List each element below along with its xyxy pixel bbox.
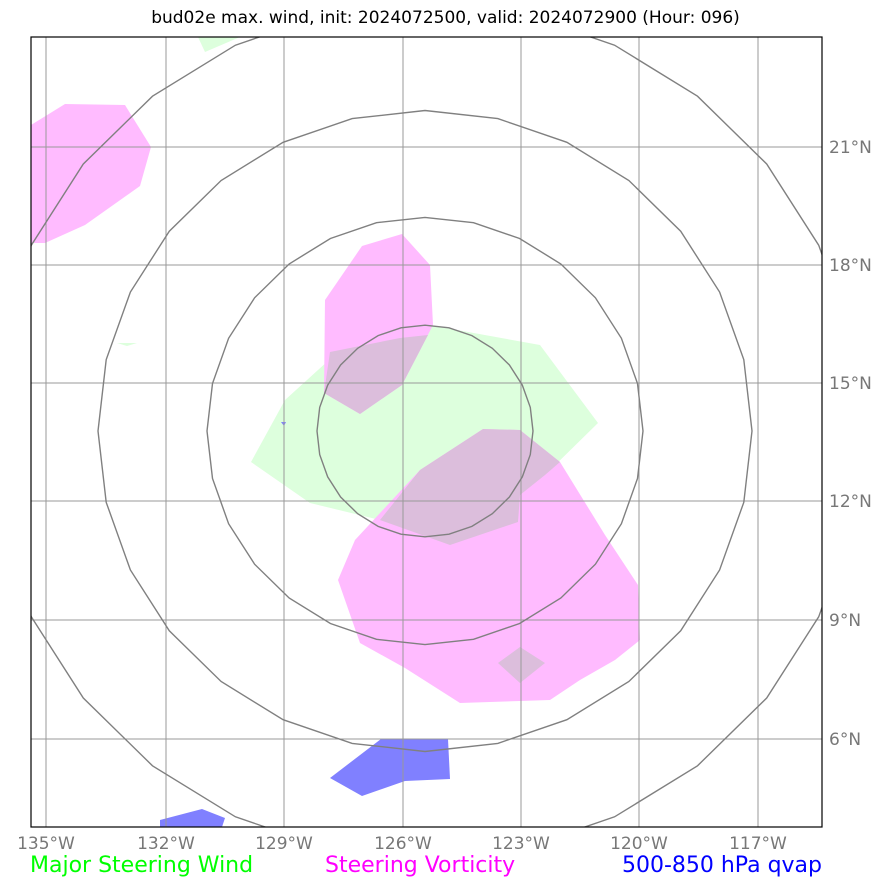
overlap-area xyxy=(380,429,560,545)
legend-steering-vorticity: Steering Vorticity xyxy=(325,853,516,878)
range-ring xyxy=(97,109,753,753)
range-ring xyxy=(31,37,822,827)
lat-label-6n: 6°N xyxy=(829,730,861,750)
lon-label-129w: 129°W xyxy=(255,834,313,854)
lon-label-135w: 135°W xyxy=(17,834,75,854)
lon-label-123w: 123°W xyxy=(492,834,550,854)
range-ring xyxy=(206,216,644,646)
lat-label-15n: 15°N xyxy=(829,374,872,394)
range-rings xyxy=(31,37,822,827)
lat-label-21n: 21°N xyxy=(829,138,872,158)
steering-wind-area xyxy=(117,343,137,346)
range-ring xyxy=(316,324,534,538)
qvap-area xyxy=(160,809,225,827)
steering-wind-area xyxy=(198,37,240,52)
map-title: bud02e max. wind, init: 2024072500, vali… xyxy=(151,8,740,28)
lon-label-132w: 132°W xyxy=(137,834,195,854)
map-frame xyxy=(30,36,823,828)
lon-label-126w: 126°W xyxy=(374,834,432,854)
lat-label-18n: 18°N xyxy=(829,256,872,276)
steering-vorticity-area xyxy=(31,104,151,243)
legend-steering-wind: Major Steering Wind xyxy=(30,853,254,878)
lat-label-12n: 12°N xyxy=(829,492,872,512)
lon-label-120w: 120°W xyxy=(610,834,668,854)
lat-label-9n: 9°N xyxy=(829,611,861,631)
qvap-area xyxy=(330,739,450,796)
lon-label-117w: 117°W xyxy=(729,834,787,854)
overlap-area xyxy=(324,335,428,414)
legend-qvap: 500-850 hPa qvap xyxy=(621,853,822,878)
gridlines xyxy=(31,37,822,827)
